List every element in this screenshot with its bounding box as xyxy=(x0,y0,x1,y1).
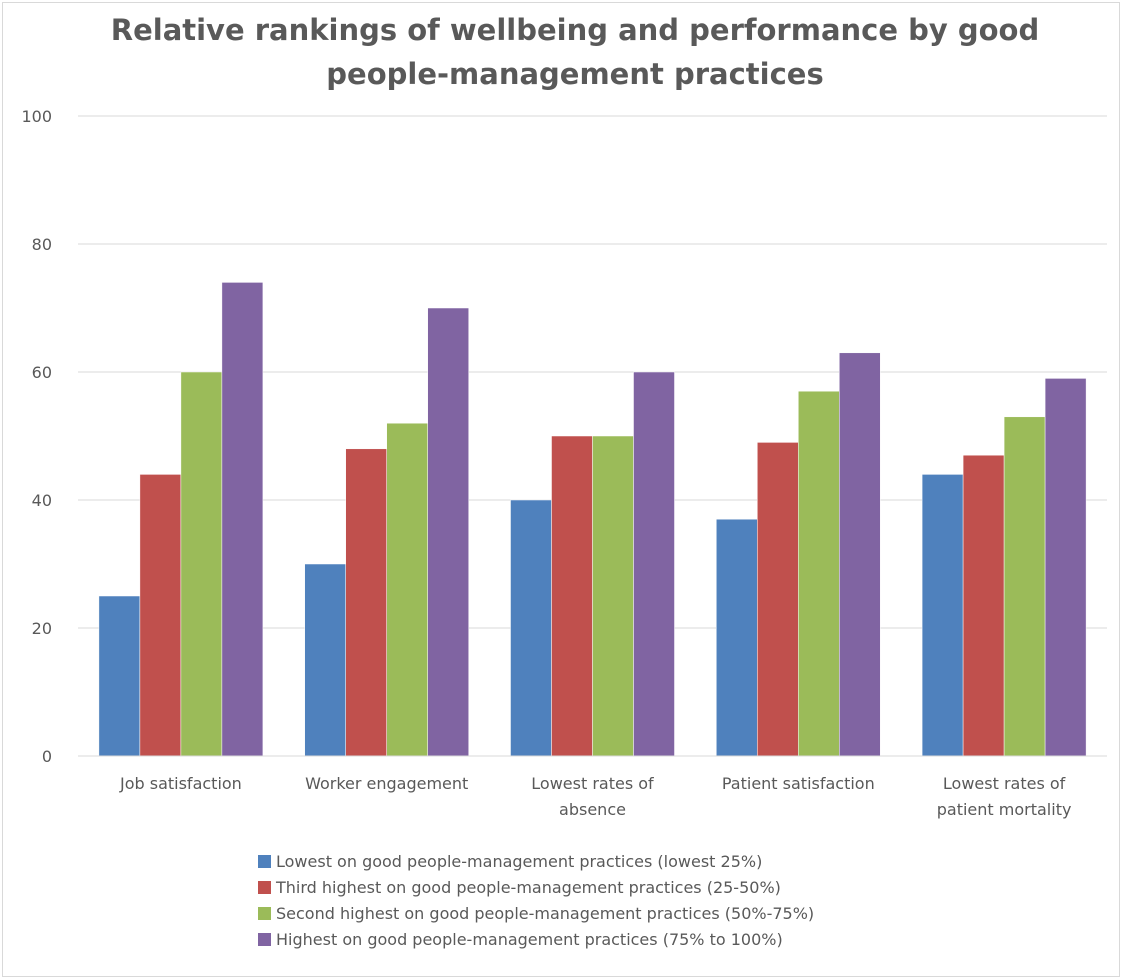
legend-swatch xyxy=(258,906,271,920)
x-category-label: Lowest rates of xyxy=(531,774,654,793)
y-tick-label: 40 xyxy=(32,491,52,510)
x-category-label: patient mortality xyxy=(937,800,1072,819)
bar xyxy=(962,454,1005,757)
legend-item: Third highest on good people-management … xyxy=(258,874,814,900)
legend-swatch xyxy=(258,932,271,946)
bar xyxy=(798,390,840,757)
bar xyxy=(427,307,469,757)
bar xyxy=(221,282,264,757)
x-category-label: Job satisfaction xyxy=(119,774,242,793)
bars xyxy=(98,282,1087,757)
bar xyxy=(1044,378,1087,757)
legend-item: Lowest on good people-management practic… xyxy=(258,848,814,874)
y-tick-label: 100 xyxy=(21,107,52,126)
bar xyxy=(921,474,964,757)
bar xyxy=(386,422,428,757)
bar xyxy=(592,435,634,757)
bar xyxy=(510,499,552,757)
legend-label: Highest on good people-management practi… xyxy=(276,929,783,949)
x-category-label: Lowest rates of xyxy=(943,774,1066,793)
legend-label: Lowest on good people-management practic… xyxy=(276,851,763,871)
y-axis-ticks: 0 20 40 60 80 100 xyxy=(21,107,52,766)
bar xyxy=(98,595,141,757)
legend-swatch xyxy=(258,880,271,894)
bar xyxy=(757,442,799,757)
bar xyxy=(716,518,758,757)
legend-label: Third highest on good people-management … xyxy=(276,877,781,897)
x-category-label: Worker engagement xyxy=(305,774,468,793)
legend-swatch xyxy=(258,854,271,868)
bar xyxy=(551,435,593,757)
bar xyxy=(839,352,881,757)
bar xyxy=(1003,416,1046,757)
legend: Lowest on good people-management practic… xyxy=(258,848,814,952)
x-axis-categories: Job satisfaction Worker engagement Lowest … xyxy=(119,774,1071,819)
y-tick-label: 20 xyxy=(32,619,52,638)
bar xyxy=(633,371,675,757)
bar xyxy=(304,563,346,757)
legend-label: Second highest on good people-management… xyxy=(276,903,815,923)
bar xyxy=(139,474,182,757)
y-tick-label: 80 xyxy=(32,235,52,254)
bar xyxy=(180,371,223,757)
legend-item: Second highest on good people-management… xyxy=(258,900,814,926)
y-tick-label: 60 xyxy=(32,363,52,382)
legend-item: Highest on good people-management practi… xyxy=(258,926,814,952)
y-tick-label: 0 xyxy=(42,747,52,766)
x-category-label: Patient satisfaction xyxy=(722,774,875,793)
x-category-label: absence xyxy=(559,800,626,819)
chart-title: Relative rankings of wellbeing and perfo… xyxy=(110,13,1040,91)
bar xyxy=(345,448,387,757)
